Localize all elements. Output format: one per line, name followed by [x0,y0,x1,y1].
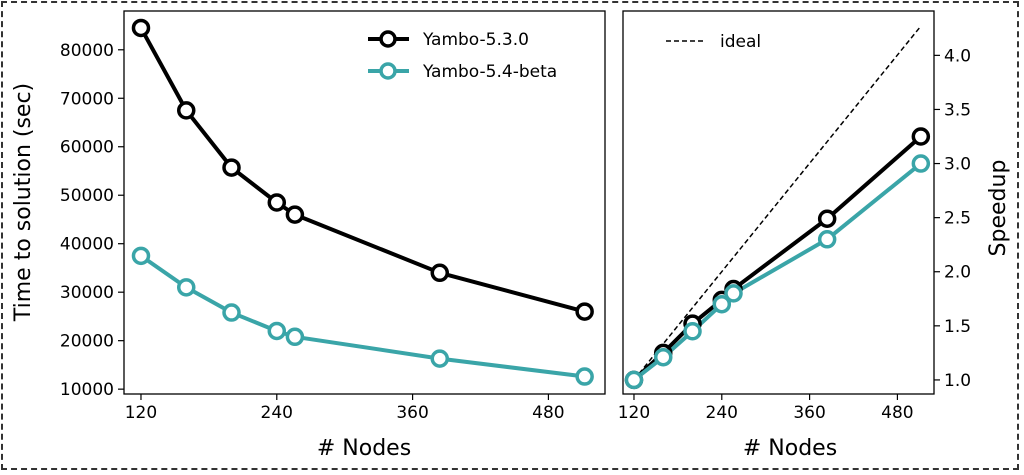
left-y-tick-label: 20000 [60,332,114,352]
left-series-0-point [575,302,594,321]
left-x-tick-label: 360 [396,403,428,423]
left-series-1-point [222,303,241,322]
right-legend: ideal [666,32,761,52]
left-y-tick-label: 10000 [60,380,114,400]
left-legend: Yambo-5.3.0 Yambo-5.4-beta [368,30,557,82]
left-series-0-point [131,18,151,38]
right-x-tick-label: 120 [618,403,650,423]
left-x-axis-label: # Nodes [317,436,411,461]
left-series [131,18,594,386]
right-x-axis-label: # Nodes [743,436,837,461]
legend-marker-yambo-530 [379,30,397,48]
right-y-tick-label: 1.0 [944,371,971,391]
left-x-ticks: 120 240 360 480 [125,394,565,423]
legend-label-ideal: ideal [720,32,761,52]
right-ideal-line [633,25,922,381]
right-series-1-point [683,321,702,341]
left-series-1-point [176,278,196,297]
right-plot-area [622,10,935,395]
right-x-tick-label: 240 [706,403,738,423]
left-series-0-point [285,205,305,224]
legend-label-yambo-54-beta: Yambo-5.4-beta [422,62,557,82]
left-x-tick-label: 120 [125,403,157,423]
right-x-tick-label: 480 [881,403,913,423]
left-series-0-point [176,101,196,120]
left-y-tick-label: 60000 [60,138,114,158]
left-y-tick-label: 50000 [60,186,114,206]
right-series-0-point [817,209,837,228]
right-series-1-point [624,370,644,390]
left-x-tick-label: 240 [261,403,293,423]
right-series-line-1 [632,161,923,382]
left-series-1-point [285,327,305,347]
left-series-1-point [430,349,450,368]
right-series-1-point [724,284,743,303]
right-y-tick-label: 3.0 [944,155,971,175]
left-plot-area [123,10,606,395]
legend-marker-yambo-54-beta [379,62,397,80]
right-series-1-point [653,347,673,367]
left-series-line-1 [139,254,585,379]
left-y-ticks: 10000 20000 30000 40000 50000 60000 70000 80000 [60,41,124,400]
legend-label-yambo-530: Yambo-5.3.0 [422,30,529,50]
right-y-tick-label: 2.5 [944,209,971,229]
right-y-tick-label: 4.0 [944,46,971,66]
left-x-tick-label: 480 [532,403,564,423]
right-x-ticks: 120 240 360 480 [618,394,914,423]
right-y-ticks: 1.0 1.5 2.0 2.5 3.0 3.5 4.0 [934,46,971,391]
right-series-1-point [712,294,732,314]
left-series-0-point [430,263,450,283]
right-x-tick-label: 360 [793,403,825,423]
right-y-tick-label: 2.0 [944,263,971,283]
left-y-axis-label: Time to solution (sec) [11,83,36,322]
right-y-axis-label: Speedup [986,160,1011,257]
left-series-0-point [267,193,287,212]
left-y-tick-label: 40000 [60,235,114,255]
right-series-1-point [911,154,931,173]
left-series-1-point [131,246,151,266]
left-series-0-point [222,158,241,177]
left-series-1-point [575,367,594,386]
left-y-tick-label: 30000 [60,283,114,303]
left-series-1-point [267,321,287,341]
right-series-0-point [911,127,931,146]
left-y-tick-label: 80000 [60,41,114,61]
right-y-tick-label: 1.5 [944,317,971,337]
right-series [624,25,931,390]
right-y-tick-label: 3.5 [944,100,971,120]
right-series-1-point [817,230,837,249]
left-y-tick-label: 70000 [60,89,114,109]
